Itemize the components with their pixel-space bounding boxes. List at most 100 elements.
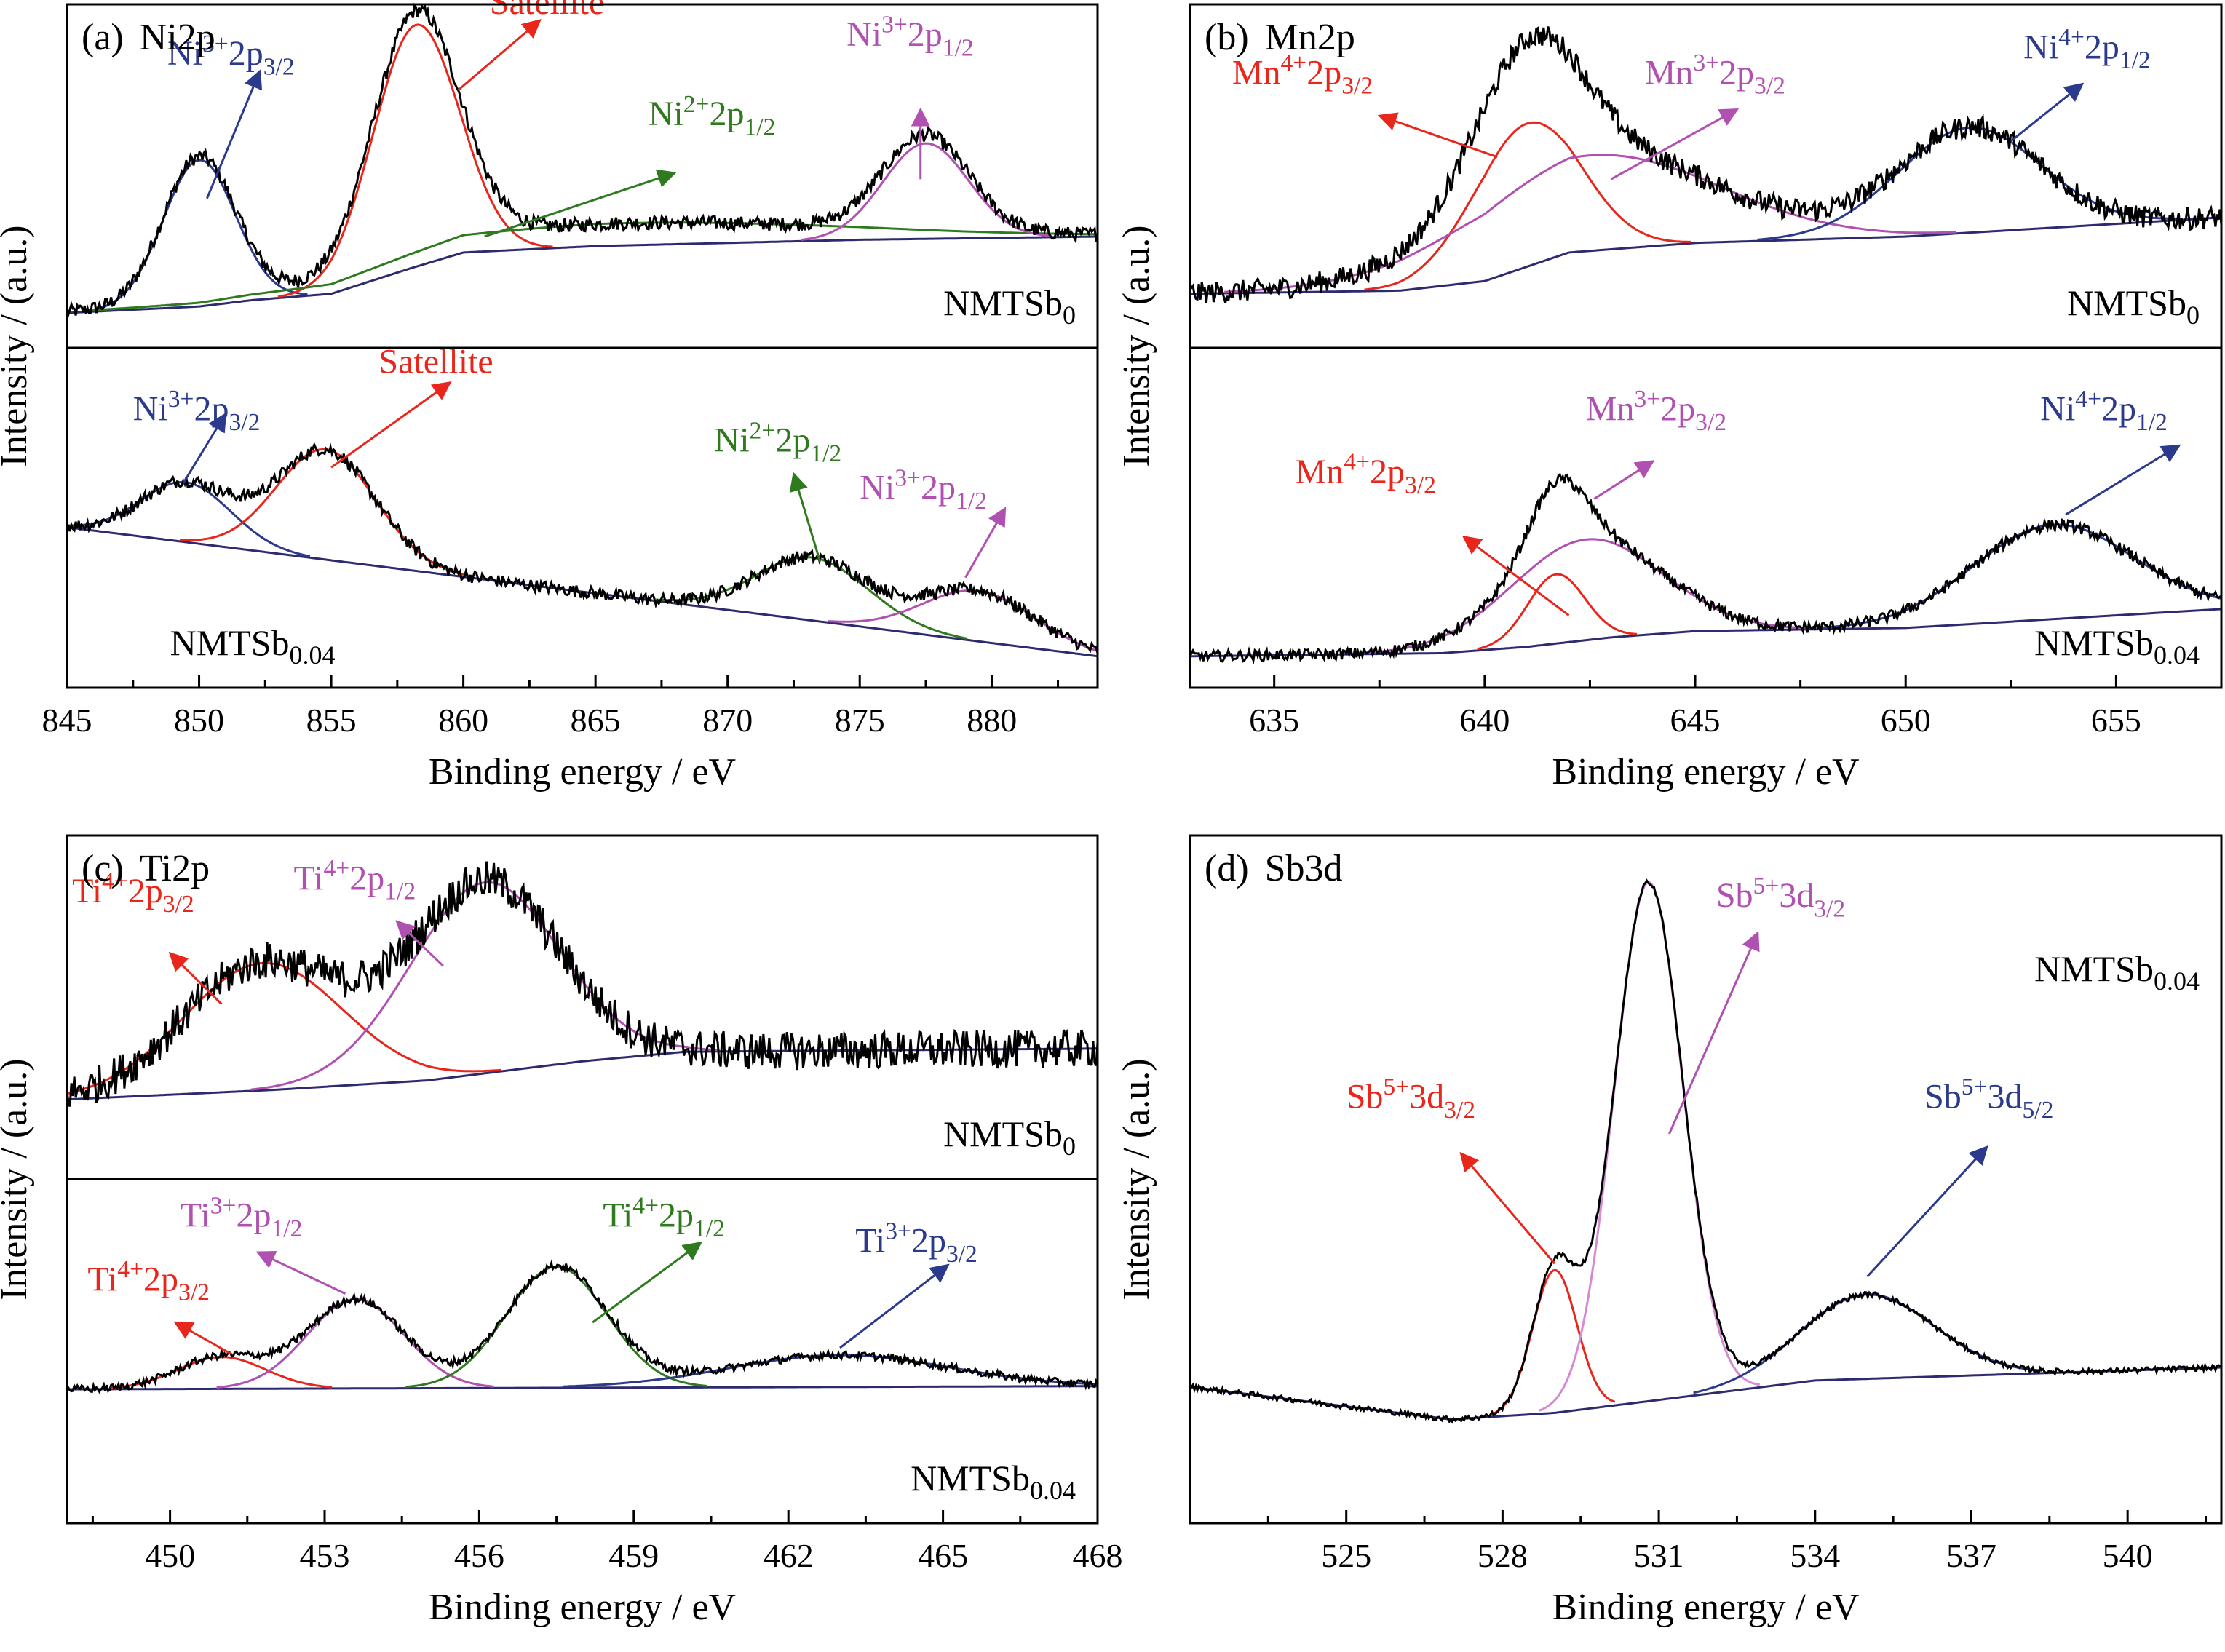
label-orbital: 3d <box>1988 1077 2023 1116</box>
label-orbital: 2p <box>1306 53 1341 92</box>
x-axis-label: Binding energy / eV <box>1552 751 1859 793</box>
label-base: Ni <box>846 15 881 54</box>
label-base: Sb <box>1346 1077 1384 1116</box>
annotation-label: Mn4+2p3/2 <box>1232 49 1373 100</box>
label-superscript: 4+ <box>1281 49 1307 76</box>
x-tick-label: 645 <box>1670 702 1721 739</box>
x-tick-label: 865 <box>571 702 621 739</box>
label-subscript: 3/2 <box>163 891 194 918</box>
annotation-arrow <box>484 169 677 238</box>
x-tick-label: 635 <box>1249 702 1299 739</box>
label-subscript: 1/2 <box>271 1215 302 1242</box>
label-base: Sb <box>1924 1077 1962 1116</box>
x-tick-label: 453 <box>300 1537 350 1574</box>
label-base: Mn <box>1232 53 1281 92</box>
sample-name: NMTSb0 <box>943 282 1076 330</box>
panel-b: Mn4+2p3/2 Mn3+2p3/2Ni4+2p1/2NMTSb0Mn4+2p3… <box>1116 3 2223 793</box>
label-orbital: 2p <box>229 34 263 73</box>
sample-name-subscript: 0.04 <box>2154 966 2200 996</box>
x-tick-label: 456 <box>454 1537 504 1574</box>
label-orbital: 2p <box>349 859 384 897</box>
plot-frame <box>66 3 1099 689</box>
raw-spectrum-line <box>1189 472 2222 664</box>
label-superscript: 5+ <box>1383 1073 1409 1100</box>
x-axis-label: Binding energy / eV <box>429 751 736 793</box>
annotation-arrow <box>182 412 227 484</box>
label-superscript: 4+ <box>2075 386 2101 413</box>
annotation-arrow <box>330 381 452 469</box>
x-tick-label: 855 <box>306 702 357 739</box>
label-subscript: 1/2 <box>956 488 987 515</box>
label-superscript: 3+ <box>168 386 194 413</box>
panel-letter: (c) <box>82 848 124 889</box>
peak-fit-line <box>405 1266 708 1389</box>
label-orbital: 3d <box>1779 876 1814 915</box>
peak-fit-line <box>1364 538 1806 654</box>
label-orbital: 2p <box>1370 453 1405 491</box>
label-subscript: 3/2 <box>1695 409 1726 436</box>
x-tick-label: 528 <box>1478 1537 1528 1574</box>
label-base: Ni <box>860 469 895 507</box>
panel-c: Ti4+2p3/2Ti4+2p1/2NMTSb0Ti4+2p3/2Ti3+2p1… <box>0 834 1123 1628</box>
x-tick-label: 875 <box>835 702 885 739</box>
peak-fit-line <box>656 556 968 640</box>
sample-name: NMTSb0.04 <box>170 622 336 670</box>
annotation-label: Sb5+3d5/2 <box>1924 1073 2053 1124</box>
y-axis-label: Intensity / (a.u.) <box>0 225 35 466</box>
x-tick-label: 880 <box>967 702 1017 739</box>
panel-letter: (b) <box>1205 17 1249 58</box>
annotation-label: Sb5+3d3/2 <box>1346 1073 1475 1124</box>
label-base: Ti <box>87 1260 117 1298</box>
raw-spectrum-line <box>66 861 1099 1107</box>
annotation-arrow <box>1866 1145 1988 1278</box>
x-tick-label: 537 <box>1946 1537 1996 1574</box>
peak-fit-line <box>828 589 1098 652</box>
label-superscript: 4+ <box>323 855 349 882</box>
annotation-label: Ti3+2p1/2 <box>181 1192 303 1242</box>
label-base: Ti <box>603 1196 632 1235</box>
annotation-arrow <box>2010 82 2085 143</box>
x-tick-label: 450 <box>145 1537 195 1574</box>
sample-name-subscript: 0.04 <box>2154 640 2200 670</box>
annotation-arrow <box>206 69 263 199</box>
y-axis-label: Intensity / (a.u.) <box>1116 1058 1157 1300</box>
sample-name-subscript: 0.04 <box>290 640 336 670</box>
annotation-label: Ni3+2p1/2 <box>860 464 987 515</box>
sample-name-base: NMTSb <box>2067 282 2186 323</box>
annotation-arrow <box>592 1242 702 1324</box>
label-subscript: 1/2 <box>943 34 974 61</box>
annotation-label: Ni4+2p1/2 <box>2040 386 2168 436</box>
sample-name: NMTSb0 <box>2067 282 2200 330</box>
label-superscript: 3+ <box>202 31 229 57</box>
label-subscript: 3/2 <box>1754 73 1785 100</box>
x-tick-label: 540 <box>2103 1537 2153 1574</box>
label-subscript: 3/2 <box>1814 896 1845 923</box>
annotation-arrow <box>395 920 444 967</box>
label-superscript: 3+ <box>210 1192 237 1219</box>
label-base: Ti <box>72 872 102 910</box>
x-tick-label: 655 <box>2091 702 2141 739</box>
label-subscript: 3/2 <box>263 53 295 80</box>
x-tick-label: 640 <box>1459 702 1510 739</box>
annotation-arrow <box>1610 108 1740 180</box>
x-tick-label: 468 <box>1073 1537 1123 1574</box>
label-superscript: 3+ <box>885 1218 911 1244</box>
annotation-arrow <box>1377 112 1498 159</box>
label-orbital: 2p <box>2101 389 2136 428</box>
panel-letter: (d) <box>1205 848 1249 889</box>
annotation-label: Ti4+2p3/2 <box>72 868 194 918</box>
label-subscript: 1/2 <box>2136 409 2168 436</box>
peak-fit-line <box>250 881 720 1091</box>
annotation-label: Ti4+2p1/2 <box>294 855 416 905</box>
label-orbital: 2p <box>921 469 956 507</box>
x-tick-label: 465 <box>918 1537 968 1574</box>
x-tick-label: 850 <box>174 702 224 739</box>
raw-spectrum-line <box>66 442 1099 654</box>
label-base: Ni <box>2040 389 2075 428</box>
peak-fit-line <box>277 23 553 298</box>
label-superscript: 4+ <box>2058 24 2085 51</box>
